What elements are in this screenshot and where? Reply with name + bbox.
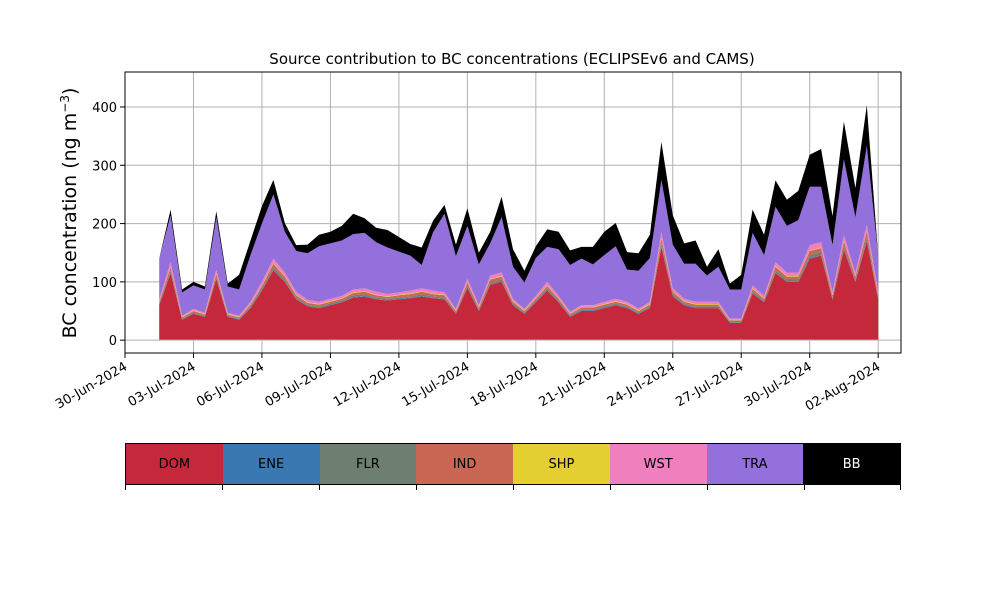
colorbar-tick [707,485,708,490]
x-tick-label: 18-Jul-2024 [468,359,541,410]
x-tick-label: 24-Jul-2024 [605,359,678,410]
area-series-dom [159,241,879,341]
legend-item-flr: FLR [319,444,417,484]
colorbar-legend: DOM ENE FLR IND SHP WST TRA BB [125,443,901,485]
legend-item-tra: TRA [706,444,804,484]
colorbar-tick [610,485,611,490]
x-tick-label: 12-Jul-2024 [331,359,404,410]
legend-item-ind: IND [416,444,513,484]
chart-title: Source contribution to BC concentrations… [269,50,754,68]
y-axis-label-text: BC concentration (ng m [59,113,81,339]
colorbar-tick [513,485,514,490]
colorbar-tick [222,485,223,490]
legend-item-dom: DOM [126,444,223,484]
y-axis-label-suffix: ) [59,88,81,95]
x-tick-label: 15-Jul-2024 [400,359,473,410]
x-tick-label: 03-Jul-2024 [126,359,199,410]
colorbar-tick [416,485,417,490]
colorbar-tick [319,485,320,490]
y-tick-label: 400 [92,101,117,116]
colorbar-tick [900,485,901,490]
stacked-areas [159,105,879,341]
y-tick-label: 200 [92,218,117,233]
y-tick-label: 100 [92,276,117,291]
legend-item-bb: BB [803,444,900,484]
x-tick-label: 06-Jul-2024 [194,359,267,410]
y-tick-label: 0 [109,334,117,349]
x-tick-label: 30-Jun-2024 [53,359,130,412]
area-series-tra [159,146,879,319]
x-tick-label: 09-Jul-2024 [263,359,336,410]
plot-frame [124,71,902,354]
legend-item-shp: SHP [513,444,610,484]
legend-item-wst: WST [609,444,707,484]
colorbar-tick [125,485,126,490]
y-axis-label: BC concentration (ng m−3) [58,88,81,339]
x-tick-label: 21-Jul-2024 [536,359,609,410]
colorbar-tick [804,485,805,490]
x-tick-label: 27-Jul-2024 [673,359,746,410]
y-tick-label: 300 [92,159,117,174]
colorbar-ticks [125,485,901,491]
x-tick-label: 02-Aug-2024 [803,359,883,414]
y-axis-label-superscript: −3 [58,95,72,113]
legend-item-ene: ENE [222,444,320,484]
